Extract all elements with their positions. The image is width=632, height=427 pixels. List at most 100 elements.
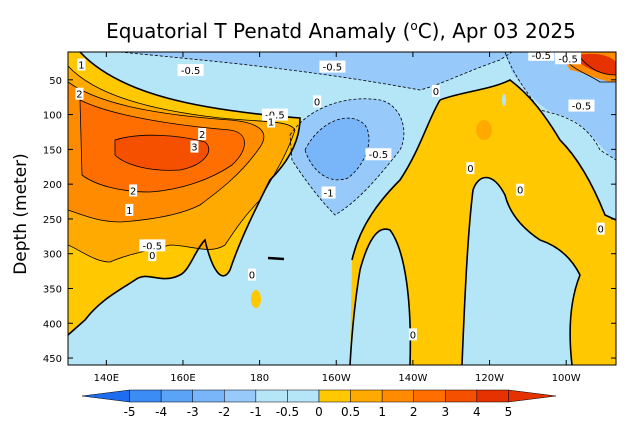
colorbar-swatch <box>413 389 446 403</box>
contour-label: -0.5 <box>558 54 578 65</box>
contour-label: 0 <box>410 330 416 341</box>
contour-label-bg <box>77 58 86 71</box>
x-tick-label: 120W <box>475 373 504 384</box>
contour-label-bg <box>75 87 84 100</box>
contour-label: -1 <box>324 189 334 200</box>
contour-minus-0.5-central <box>289 98 405 216</box>
colorbar-swatch <box>160 389 193 403</box>
y-axis-label: Depth (meter) <box>11 153 31 275</box>
colorbar-tick-label: 0 <box>315 405 323 419</box>
colorbar-swatch <box>129 389 162 403</box>
y-tick-label: 300 <box>43 250 62 261</box>
contour-label: -0.5 <box>323 63 343 74</box>
colorbar-swatch <box>192 389 225 403</box>
plot-area: 12-0.5-0.5-0.5-0.5-0.5-0.5-0.5-0.512321-… <box>68 51 616 365</box>
colorbar-tick-label: 3 <box>441 405 449 419</box>
contour-label-bg <box>247 268 256 281</box>
contour-label-bg <box>198 128 207 141</box>
colorbar-tick-label: -0.5 <box>276 405 299 419</box>
colorbar-tick-label: -3 <box>187 405 199 419</box>
chart-title: Equatorial T Penatd Anamaly (oC), Apr 03… <box>106 19 576 43</box>
contour-label-bg <box>148 249 157 262</box>
anomaly-region-below-minus-0.5-top <box>120 52 512 90</box>
contour-label-bg <box>365 148 392 161</box>
y-tick-label: 350 <box>43 284 62 295</box>
colorbar-tick-label: 2 <box>410 405 418 419</box>
y-tick-label: 250 <box>43 215 62 226</box>
contour-1 <box>68 81 265 223</box>
contour-label-bg <box>596 222 605 235</box>
contour-label: -0.5 <box>369 150 389 161</box>
contour-label: 1 <box>126 206 132 217</box>
colorbar-swatch <box>224 389 257 403</box>
colorbar-swatch <box>255 389 288 403</box>
colorbar-tick-label: 1 <box>378 405 386 419</box>
contour-label-bg <box>431 84 440 97</box>
colorbar-tick-label: -2 <box>218 405 230 419</box>
colorbar-swatch <box>318 389 351 403</box>
colorbar-swatch <box>381 389 414 403</box>
contour-3 <box>114 134 210 171</box>
anomaly-region-3 <box>115 135 209 171</box>
x-tick-label: 160W <box>322 373 351 384</box>
x-axis: 140E 160E 180 160W 140W 120W 100W <box>94 52 581 384</box>
colorbar-tick-label: -1 <box>250 405 262 419</box>
x-tick-label: 160E <box>170 373 195 384</box>
contour-label: 1 <box>78 61 84 72</box>
colorbar-swatch <box>445 389 478 403</box>
contour-label-bg <box>313 95 322 108</box>
colorbar-swatch <box>350 389 383 403</box>
y-tick-label: 200 <box>43 180 62 191</box>
contour-segment-short <box>267 256 285 261</box>
anomaly-blob-small-warm-3 <box>502 94 506 106</box>
colorbar: -5 -4 -3 -2 -1 -0.5 0 0.5 1 2 3 4 5 <box>81 389 557 419</box>
colorbar-arrow-right <box>508 389 557 403</box>
colorbar-tick-label: 0.5 <box>341 405 360 419</box>
contour-label-bg <box>568 99 595 112</box>
y-tick-label: 400 <box>43 319 62 330</box>
contour-label-bg <box>555 52 582 65</box>
contour-label-bg <box>190 140 199 153</box>
x-tick-label: 140W <box>398 373 427 384</box>
contour-label: 0 <box>314 97 320 108</box>
contour-label: 3 <box>191 143 197 154</box>
colorbar-swatch <box>476 389 509 403</box>
contour-0.5 <box>68 65 296 263</box>
colorbar-tick-label: 4 <box>473 405 481 419</box>
contour-label-bg <box>319 60 346 73</box>
plot-frame <box>67 51 617 366</box>
colorbar-tick-label: 5 <box>505 405 513 419</box>
colorbar-tick-label: -5 <box>124 405 136 419</box>
contour-zero-west <box>68 52 301 336</box>
x-tick-label: 100W <box>552 373 581 384</box>
x-tick-label: 140E <box>94 373 119 384</box>
colorbar-swatch <box>287 389 320 403</box>
contour-label: -0.5 <box>532 51 552 62</box>
contour-label: 0 <box>249 271 255 282</box>
y-tick-label: 100 <box>43 111 62 122</box>
contour-2 <box>79 99 245 193</box>
contour-minus-1 <box>304 117 370 181</box>
y-tick-label: 150 <box>43 145 62 156</box>
contour-label: 0 <box>467 164 473 175</box>
contour-label-bg <box>321 186 336 199</box>
contour-label: 0 <box>149 251 155 262</box>
y-tick-label: 50 <box>49 76 62 87</box>
contour-label: 2 <box>199 130 205 141</box>
anomaly-blob-small-warm-1 <box>251 290 261 308</box>
anomaly-region-below-minus-0.5-east <box>505 52 616 160</box>
y-tick-label: 450 <box>43 354 62 365</box>
contour-label-bg <box>177 64 204 77</box>
contour-label: -0.5 <box>143 241 163 252</box>
contour-label: 0 <box>433 87 439 98</box>
contour-label-bg <box>129 184 138 197</box>
contour-label: -0.5 <box>572 102 592 113</box>
contour-label-bg <box>408 328 417 341</box>
contour-minus-0.5-east <box>504 52 616 161</box>
contour-label: -0.5 <box>181 66 201 77</box>
contour-label-bg <box>267 115 276 128</box>
contour-label-bg <box>516 183 525 196</box>
anomaly-region-below-minus-1 <box>305 118 369 180</box>
